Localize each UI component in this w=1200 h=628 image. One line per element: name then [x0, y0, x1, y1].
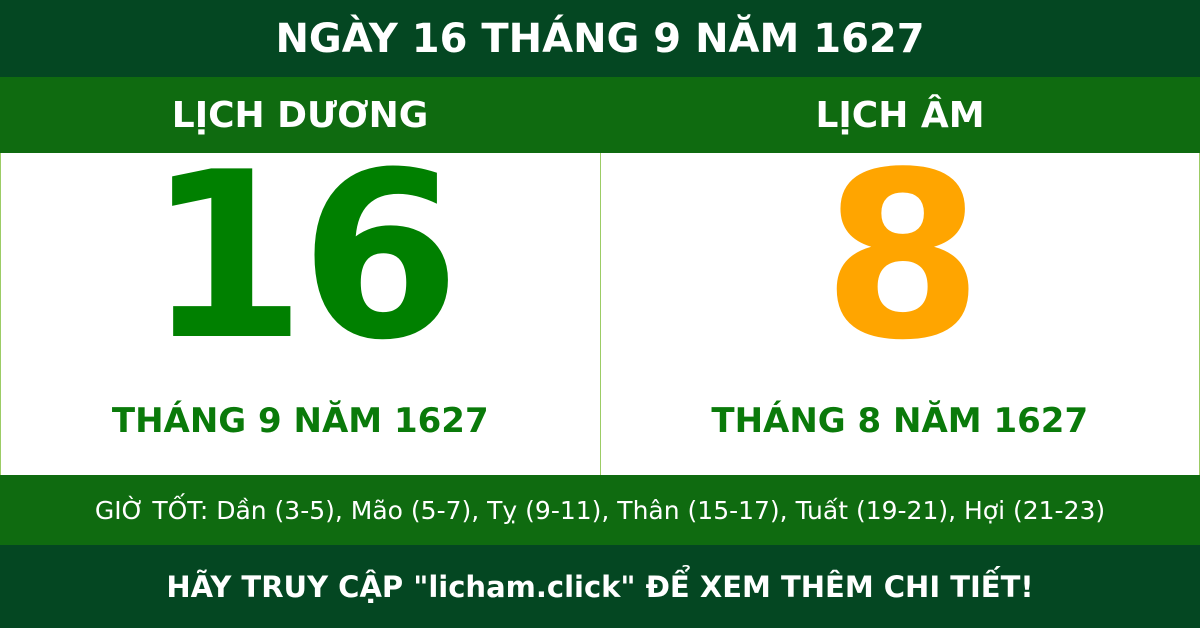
- calendar-headers: LỊCH DƯƠNG LỊCH ÂM: [0, 77, 1200, 153]
- page-title: NGÀY 16 THÁNG 9 NĂM 1627: [0, 0, 1200, 77]
- lunar-day: 8: [822, 124, 983, 391]
- solar-month-year: THÁNG 9 NĂM 1627: [111, 401, 489, 441]
- lunar-calendar-label: LỊCH ÂM: [815, 94, 985, 136]
- good-hours: GIỜ TỐT: Dần (3-5), Mão (5-7), Tỵ (9-11)…: [0, 475, 1200, 545]
- solar-calendar-label: LỊCH DƯƠNG: [171, 94, 429, 136]
- calendar-body: 16 THÁNG 9 NĂM 1627 8 THÁNG 8 NĂM 1627: [0, 143, 1200, 475]
- solar-day: 16: [146, 124, 460, 391]
- footer-cta: HÃY TRUY CẬP "licham.click" ĐỂ XEM THÊM …: [0, 545, 1200, 628]
- lunar-month-year: THÁNG 8 NĂM 1627: [711, 401, 1089, 441]
- solar-column: 16 THÁNG 9 NĂM 1627: [1, 143, 600, 475]
- lunar-column: 8 THÁNG 8 NĂM 1627: [599, 143, 1200, 475]
